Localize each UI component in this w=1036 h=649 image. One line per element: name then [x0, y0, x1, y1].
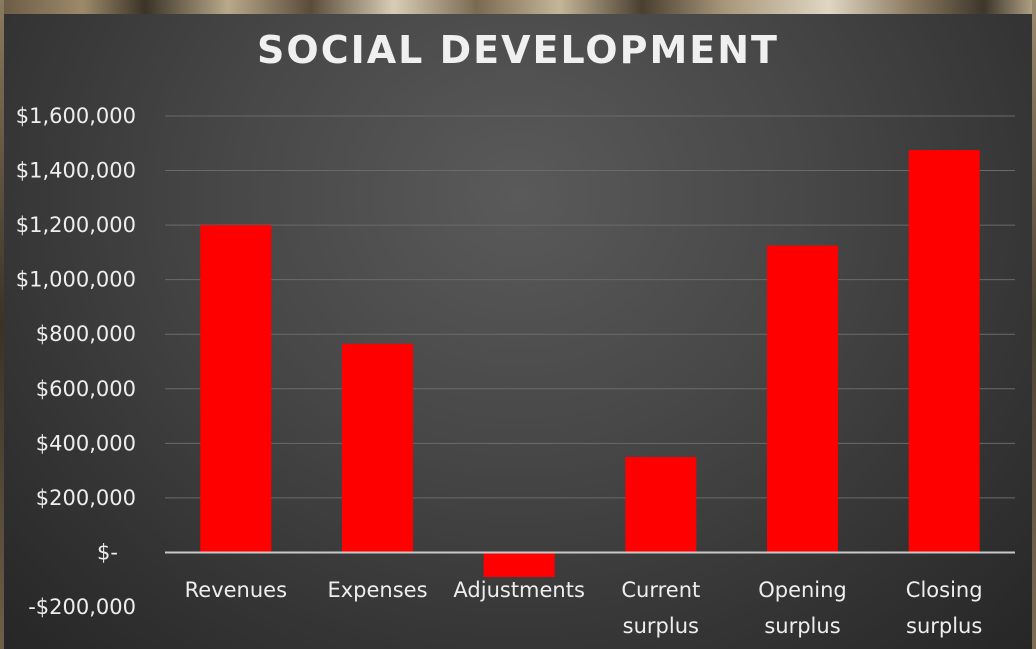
y-tick-label: $1,600,000	[16, 104, 136, 128]
category-label: surplus	[623, 614, 699, 638]
photo-strip-background	[0, 0, 1036, 14]
category-label: Revenues	[185, 578, 287, 602]
bar	[625, 456, 697, 553]
chart-title: SOCIAL DEVELOPMENT	[257, 28, 779, 72]
bar	[908, 150, 980, 553]
y-tick-label: $800,000	[36, 322, 136, 346]
gridlines	[165, 115, 1015, 499]
category-label: surplus	[764, 614, 840, 638]
y-tick-label: $400,000	[36, 431, 136, 455]
bar	[342, 343, 413, 553]
y-axis-tick-labels: $1,600,000 $1,400,000 $1,200,000 $1,000,000…	[16, 104, 136, 619]
category-label: Expenses	[327, 578, 427, 602]
category-label: Opening	[758, 578, 847, 602]
category-labels: Revenues Expenses Adjustments Current surplu…	[185, 578, 983, 638]
y-tick-label: $200,000	[36, 486, 136, 510]
bars	[200, 150, 980, 577]
y-tick-label: $-	[97, 540, 118, 564]
bar	[767, 245, 838, 553]
left-frame-edge	[0, 0, 4, 649]
y-tick-label: $1,200,000	[16, 213, 136, 237]
category-label: Closing	[906, 578, 983, 602]
category-label: surplus	[906, 614, 982, 638]
bar	[483, 552, 555, 577]
y-tick-label: -$200,000	[28, 595, 136, 619]
category-label: Current	[621, 578, 700, 602]
right-frame-edge	[1032, 0, 1036, 649]
y-tick-label: $1,400,000	[16, 159, 136, 183]
category-label: Adjustments	[453, 578, 585, 602]
y-tick-label: $600,000	[36, 377, 136, 401]
bar	[200, 225, 272, 553]
y-tick-label: $1,000,000	[16, 268, 136, 292]
